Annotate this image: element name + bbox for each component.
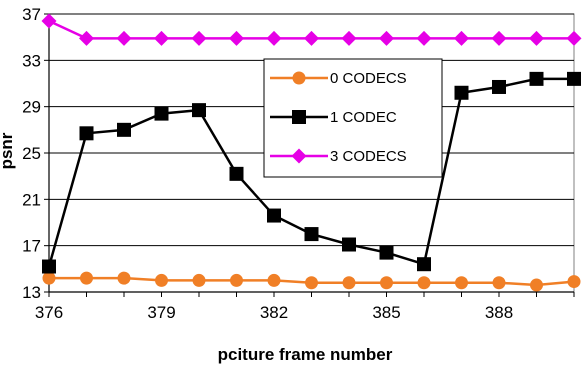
y-tick-label: 13 [22, 283, 41, 302]
data-point [192, 273, 206, 287]
series-3-codecs [41, 13, 582, 46]
y-tick-label: 33 [22, 51, 41, 70]
legend-entry: 1 CODEC [270, 109, 397, 126]
data-point [117, 122, 131, 137]
x-tick-label: 379 [147, 303, 175, 322]
data-point [379, 245, 394, 260]
x-tick-label: 376 [35, 303, 63, 322]
data-point [41, 13, 57, 29]
data-point [304, 227, 319, 242]
data-point [304, 30, 319, 46]
data-point [416, 30, 432, 46]
data-point [155, 273, 168, 287]
y-tick-label: 37 [22, 5, 41, 24]
data-point [79, 126, 94, 141]
data-point [417, 257, 431, 272]
series-1-codec [42, 71, 581, 274]
data-point [42, 271, 56, 285]
data-point [191, 30, 207, 46]
data-point [454, 85, 469, 100]
data-point [305, 276, 318, 290]
data-point [417, 276, 431, 290]
legend-label: 1 CODEC [330, 109, 397, 126]
legend-label: 3 CODECS [330, 148, 407, 165]
legend-entry: 0 CODECS [270, 70, 407, 87]
y-axis-label: psnr [0, 132, 16, 169]
data-point [567, 275, 581, 289]
x-tick-label: 385 [372, 303, 400, 322]
data-point [379, 30, 394, 46]
data-point [117, 271, 131, 285]
data-point [342, 237, 356, 252]
data-point [267, 208, 281, 223]
series-layer [41, 13, 582, 292]
x-tick-label: 382 [260, 303, 288, 322]
series-0-codecs [42, 271, 581, 292]
legend-entry: 3 CODECS [270, 148, 407, 165]
data-point [491, 30, 507, 46]
x-tick-labels: 376 379 382 385 388 [35, 303, 513, 322]
legend-marker [292, 110, 306, 124]
data-point [79, 30, 94, 46]
data-point [492, 79, 506, 94]
data-point [492, 276, 506, 290]
data-point [266, 30, 282, 46]
y-tick-label: 21 [22, 190, 41, 209]
data-point [80, 271, 93, 285]
data-point [530, 278, 543, 292]
y-tick-labels: 13 17 21 25 29 33 37 [22, 5, 41, 302]
legend-marker [292, 71, 306, 85]
y-tick-label: 25 [22, 144, 41, 163]
x-axis-label: pciture frame number [218, 345, 393, 364]
data-point [380, 276, 393, 290]
x-tick-label: 388 [485, 303, 513, 322]
data-point [154, 106, 169, 121]
data-point [192, 103, 206, 118]
data-point [341, 30, 357, 46]
axes [48, 14, 575, 297]
data-point [42, 259, 56, 274]
data-point [229, 30, 244, 46]
data-point [267, 273, 281, 287]
data-point [529, 30, 544, 46]
y-tick-label: 29 [22, 98, 41, 117]
data-point [566, 30, 582, 46]
data-point [230, 273, 243, 287]
data-point [116, 30, 132, 46]
data-point [342, 276, 356, 290]
y-tick-label: 17 [22, 237, 41, 256]
legend-marker [291, 148, 307, 164]
data-point [455, 276, 468, 290]
data-point [529, 71, 544, 86]
data-point [154, 30, 169, 46]
data-point [454, 30, 469, 46]
legend: 0 CODECS 1 CODEC 3 CODECS [263, 58, 443, 178]
data-point [567, 71, 581, 86]
legend-label: 0 CODECS [330, 70, 407, 87]
data-point [229, 166, 244, 181]
